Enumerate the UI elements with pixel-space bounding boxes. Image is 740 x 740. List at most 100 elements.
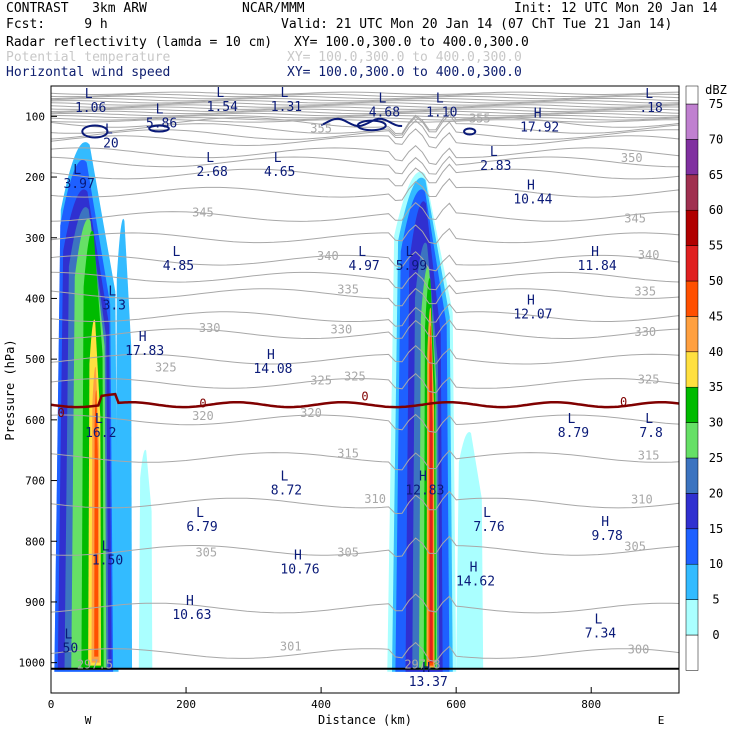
wind-extreme-letter: H [591, 245, 599, 260]
wind-extreme-value: 17.83 [125, 344, 164, 359]
theta-contour [51, 178, 679, 202]
colorbar-swatch [685, 245, 699, 282]
theta-contour [51, 224, 679, 245]
wind-contour [148, 124, 170, 133]
x-tick-label: 0 [48, 698, 55, 711]
theta-label: 305 [337, 545, 359, 559]
x-axis-title: Distance (km) [318, 713, 412, 727]
theta-contours [51, 91, 679, 663]
wind-extreme-value: 8.72 [271, 484, 302, 499]
colorbar-swatch [685, 528, 699, 565]
theta-label: 330 [634, 325, 656, 339]
theta-label: 315 [337, 446, 359, 460]
reflectivity-cell [94, 390, 99, 657]
colorbar-swatch [685, 599, 699, 636]
colorbar-label: 55 [709, 239, 723, 253]
x-end-label-east: E [658, 714, 665, 727]
field-reflectivity-name: Radar reflectivity (lamda = 10 cm) [6, 35, 273, 50]
wind-extreme-value: 4.85 [163, 259, 194, 274]
theta-label: 310 [631, 493, 653, 507]
theta-contour [51, 114, 679, 119]
wind-extreme-letter: L [274, 151, 282, 166]
theta-contour [51, 345, 679, 365]
y-tick-label: 800 [25, 535, 45, 548]
wind-extreme-value: 12.07 [513, 308, 552, 323]
wind-extreme-letter: L [281, 470, 289, 485]
reflectivity-cell [138, 449, 153, 669]
wind-extreme-letter: L [85, 87, 93, 102]
wind-extreme-value: 1.10 [426, 105, 457, 120]
wind-extreme-letter: L [102, 539, 110, 554]
wind-extreme-letter: L [196, 506, 204, 521]
theta-label: 345 [624, 212, 646, 226]
y-tick-label: 1000 [19, 657, 46, 670]
init-time: Init: 12 UTC Mon 20 Jan 14 [514, 1, 718, 16]
theta-label: 345 [192, 206, 214, 220]
wind-extreme-value: 10.44 [513, 192, 552, 207]
wind-extreme-value: 2.83 [480, 159, 511, 174]
wind-extreme-value: 8.79 [558, 426, 589, 441]
theta-contour [51, 155, 679, 175]
theta-label: 340 [317, 249, 339, 263]
theta-label: 315 [638, 448, 660, 462]
theta-contour [51, 535, 679, 558]
colorbar-unit: dBZ [705, 83, 727, 97]
reflectivity-shading [54, 142, 484, 672]
theta-label: 325 [638, 372, 660, 386]
theta-contour [51, 128, 679, 149]
theta-contour [51, 413, 679, 433]
colorbar-swatch [685, 493, 699, 530]
wind-extreme-letter: L [490, 145, 498, 160]
theta-label: 330 [199, 321, 221, 335]
wind-extreme-letter: L [73, 163, 81, 178]
wind-extreme-letter: H [601, 515, 609, 530]
wind-extreme-letter: H [534, 107, 542, 122]
colorbar-label: 75 [709, 97, 723, 111]
theta-label: 350 [621, 151, 643, 165]
wind-extreme-value: 4.97 [348, 259, 379, 274]
colorbar-swatch [685, 316, 699, 353]
wind-extreme-value: 6.79 [186, 520, 217, 535]
y-tick-label: 700 [25, 475, 45, 488]
wind-extreme-letter: L [105, 122, 113, 137]
theta-label: 0 [58, 406, 65, 420]
wind-extreme-value: 5.99 [396, 259, 427, 274]
wind-extreme-value: 1.06 [75, 101, 106, 116]
theta-label: 325 [155, 360, 177, 374]
wind-extreme-value: 10.76 [280, 563, 319, 578]
wind-extreme-letter: L [173, 245, 181, 260]
theta-label: 355 [310, 122, 332, 136]
y-tick-label: 600 [25, 414, 45, 427]
theta-contour [51, 490, 679, 515]
theta-label: 340 [638, 248, 660, 262]
theta-contour [51, 202, 679, 222]
field-wind-xy: XY= 100.0,300.0 to 400.0,300.0 [287, 65, 522, 80]
wind-extreme-value: 11.84 [578, 259, 617, 274]
wind-extreme-value: 4.65 [264, 165, 295, 180]
colorbar-label: 50 [709, 274, 723, 288]
theta-contour [51, 93, 679, 98]
colorbar-swatch [685, 280, 699, 317]
wind-extreme-letter: L [358, 245, 366, 260]
colorbar-swatch [685, 209, 699, 246]
colorbar-label: 30 [709, 416, 723, 430]
colorbar-label: 60 [709, 203, 723, 217]
colorbar-label: 25 [709, 451, 723, 465]
theta-contour [51, 271, 679, 291]
theta-contour [51, 593, 679, 614]
theta-contour [51, 163, 679, 187]
colorbar-label: 35 [709, 380, 723, 394]
y-tick-label: 200 [25, 171, 45, 184]
wind-extreme-letter: H [186, 594, 194, 609]
x-end-label-west: W [85, 714, 92, 727]
theta-label: 335 [634, 284, 656, 298]
field-reflectivity-xy: XY= 100.0,300.0 to 400.0,300.0 [294, 35, 529, 50]
wind-extreme-letter: L [216, 86, 224, 101]
theta-label: 325 [344, 369, 366, 383]
wind-extreme-value: 3.97 [63, 177, 94, 192]
model-name: CONTRAST 3km ARW [6, 1, 147, 16]
wind-contour [320, 117, 403, 128]
wind-extreme-letter: H [527, 294, 535, 309]
colorbar-swatch [685, 634, 699, 671]
